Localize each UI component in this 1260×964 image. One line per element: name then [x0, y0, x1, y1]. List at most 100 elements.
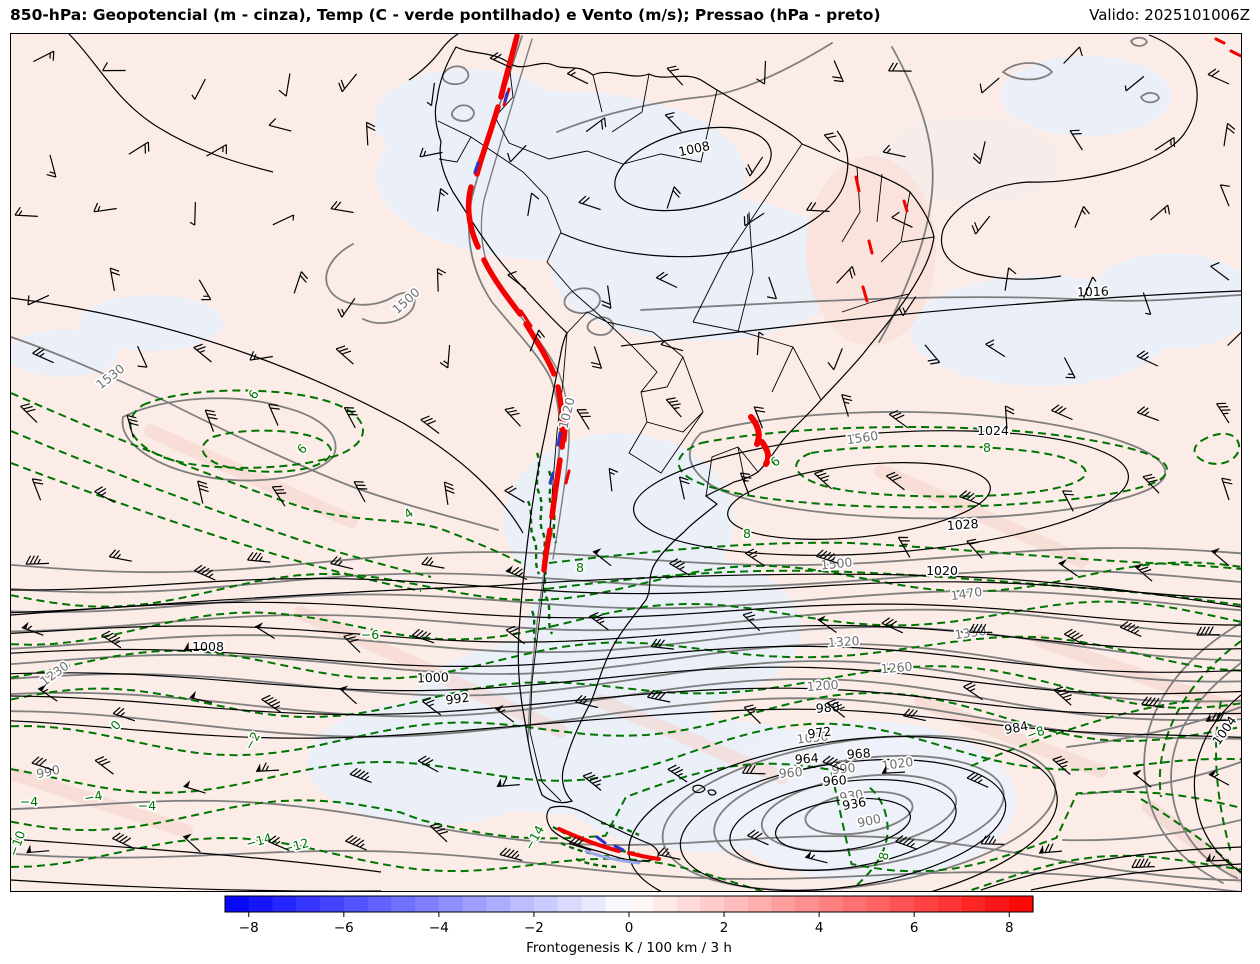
wind-barb-staff: [204, 409, 218, 432]
wind-barb-staff: [669, 558, 690, 576]
wind-barb: [582, 772, 602, 791]
wind-barb: [968, 623, 993, 633]
wind-barb-pennant: [1134, 563, 1144, 570]
wind-barb-staff: [664, 112, 682, 132]
wind-barb-pennant: [21, 621, 29, 630]
wind-barb-staff: [126, 414, 139, 438]
wind-barb-staff: [182, 835, 201, 853]
wind-barb: [898, 296, 917, 317]
wind-barb-staff: [191, 78, 206, 100]
wind-barb-staff: [507, 270, 527, 290]
wind-barb-staff: [813, 470, 832, 490]
pressure-contour-line: [11, 645, 1241, 673]
contour-label: −2: [241, 729, 263, 752]
wind-barb-staff: [823, 132, 841, 153]
wind-barb-pennant: [183, 780, 191, 788]
wind-barb: [1136, 350, 1159, 367]
wind-barb-staff: [247, 551, 271, 563]
wind-barb: [666, 186, 681, 209]
wind-barb: [411, 628, 435, 644]
contour-label: 960: [822, 772, 847, 789]
wind-barb: [112, 706, 136, 722]
wind-barb: [343, 633, 361, 653]
wind-barb-staff: [1216, 402, 1231, 424]
wind-barb: [747, 829, 769, 846]
colorbar: −8 −6 −4 −2 0 2 4 6 8 Frontogenesis K / 100 km /…: [224, 895, 1034, 956]
wind-barb-staff: [20, 403, 38, 423]
wind-barb-staff: [1207, 68, 1230, 85]
wind-barb: [353, 481, 368, 503]
wind-barb-staff: [590, 346, 603, 369]
colorbar-tick-label: 0: [625, 920, 634, 936]
wind-barb-pennant: [26, 844, 31, 853]
wind-barb-staff: [1074, 206, 1090, 228]
wind-barb-staff: [499, 847, 523, 861]
wind-barb-staff: [966, 538, 983, 559]
wind-barb: [255, 762, 280, 772]
wind-barb-staff: [576, 409, 591, 430]
colorbar-cell: [605, 896, 630, 912]
contour-label: 8: [576, 560, 584, 575]
wind-barb: [14, 206, 38, 217]
contour-label: 968: [846, 745, 871, 762]
wind-barb-staff: [267, 835, 290, 852]
wind-barb-pennant: [256, 763, 261, 772]
wind-barb-staff: [365, 121, 376, 146]
wind-barb-staff: [881, 617, 904, 634]
geopotential-contour-line: [11, 660, 1241, 703]
wind-barb-staff: [46, 154, 57, 178]
wind-barb-staff: [193, 343, 212, 363]
colorbar-cell: [1009, 896, 1034, 912]
wind-barb-pennant: [881, 765, 887, 774]
colorbar-cell: [272, 896, 297, 912]
wind-barb-staff: [1062, 490, 1074, 512]
wind-barb: [494, 704, 515, 723]
wind-barb-staff: [836, 265, 856, 284]
wind-barb-staff: [527, 192, 540, 216]
wind-barb: [278, 73, 291, 97]
pressure-contour-line: [11, 687, 1241, 716]
wind-barb: [972, 141, 986, 165]
contour-label: 992: [445, 689, 471, 707]
colorbar-cell: [890, 896, 915, 912]
contour-label: 8: [983, 440, 991, 455]
contour-label: −4: [20, 794, 38, 809]
wind-barb-staff: [1004, 267, 1017, 291]
wind-barb: [745, 156, 764, 177]
wind-barb-staff: [345, 834, 367, 851]
colorbar-cell: [225, 896, 250, 912]
wind-barb: [1004, 405, 1015, 429]
wind-barb-staff: [980, 835, 1005, 845]
wind-barb-staff: [422, 697, 442, 716]
colorbar-cell: [914, 896, 939, 912]
contour-label: −4: [83, 788, 104, 806]
wind-barb: [26, 844, 50, 854]
colorbar-tick-label: −6: [334, 920, 354, 936]
wind-barb-staff: [1205, 855, 1230, 862]
wind-barb: [247, 551, 271, 563]
wind-barb: [815, 549, 839, 564]
pressure-contour-line: [11, 624, 1241, 650]
wind-barb-staff: [1134, 565, 1153, 582]
contour-label: 1320: [827, 633, 860, 650]
wind-barb: [254, 622, 275, 640]
colorbar-cell: [724, 896, 749, 912]
wind-barb-staff: [94, 756, 114, 775]
wind-barb: [897, 536, 911, 558]
wind-barb-staff: [278, 73, 291, 97]
wind-barb: [37, 684, 58, 702]
wind-barb-staff: [343, 407, 358, 429]
wind-barb: [345, 834, 367, 851]
wind-barb-staff: [756, 60, 767, 85]
wind-barb-staff: [592, 550, 612, 567]
wind-barb-staff: [436, 268, 447, 292]
wind-barb-staff: [128, 141, 150, 155]
wind-barb-staff: [1063, 46, 1083, 64]
contour-label: 6: [767, 453, 783, 470]
wind-barb: [496, 777, 520, 788]
wind-barb-staff: [496, 777, 520, 788]
geopotential-contour-line: [11, 849, 1241, 891]
wind-barb-staff: [815, 549, 839, 564]
wind-barb: [590, 346, 603, 369]
wind-barb: [330, 201, 354, 214]
